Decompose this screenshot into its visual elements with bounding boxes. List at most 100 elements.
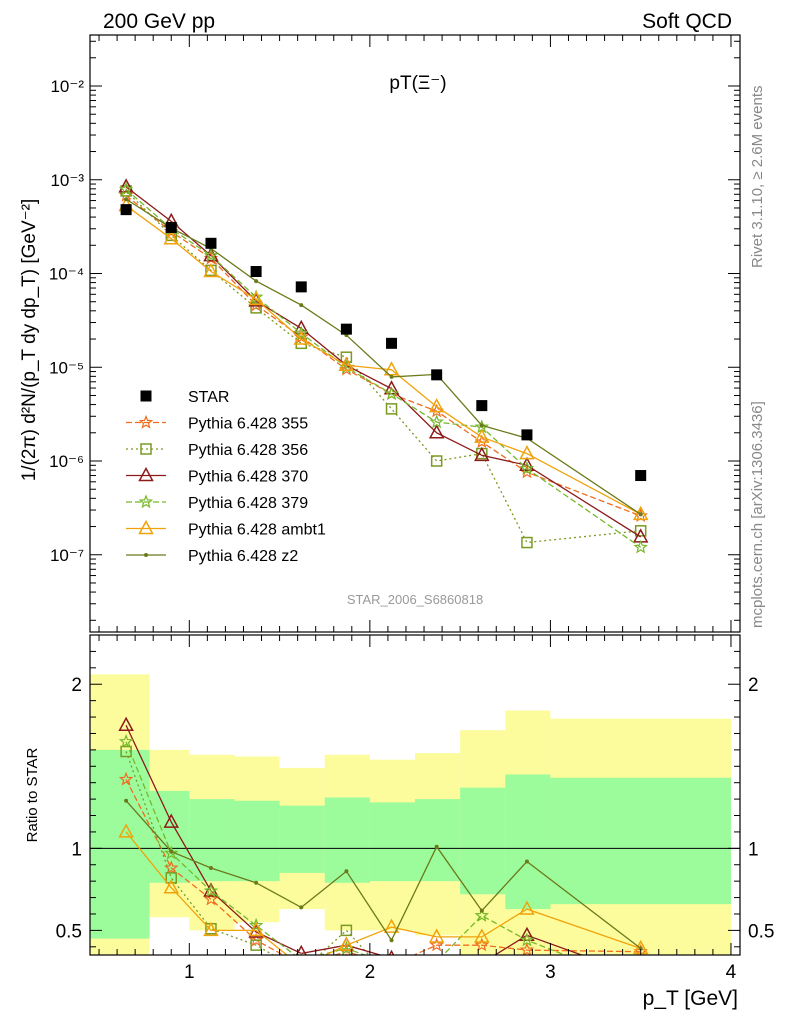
data-point <box>430 455 443 467</box>
data-point <box>428 398 445 413</box>
legend-item-pythia-6-428-356: Pythia 6.428 356 <box>126 442 308 459</box>
ratio-point <box>203 883 219 898</box>
bottom-y-tick-label: 2 <box>748 675 759 696</box>
data-point <box>250 266 262 278</box>
data-point <box>474 446 490 462</box>
ratio-point <box>248 917 264 932</box>
data-point <box>340 323 352 335</box>
data-point <box>165 221 177 233</box>
legend-item-pythia-6-428-ambt1: Pythia 6.428 ambt1 <box>126 519 326 539</box>
data-point <box>431 369 443 381</box>
data-point <box>203 247 219 262</box>
data-point <box>124 197 129 202</box>
legend-label: STAR <box>188 389 229 406</box>
top-panel-frame <box>89 34 741 633</box>
data-point <box>474 428 490 443</box>
data-point <box>118 181 134 196</box>
top-y-tick-label: 10⁻² <box>50 77 84 96</box>
legend-item-star: STAR <box>140 389 229 406</box>
ratio-point <box>165 872 177 884</box>
ratio-point <box>299 905 304 910</box>
series-line <box>125 198 642 515</box>
bottom-y-tick-label: 0.5 <box>748 921 774 942</box>
ratio-point <box>203 891 219 906</box>
bottom-y-tick-label: 1 <box>71 839 82 860</box>
data-point <box>120 204 132 216</box>
data-point <box>293 325 309 340</box>
bottom-panel-frame <box>89 634 741 956</box>
legend-marker <box>140 390 152 402</box>
top-y-axis-label: 1/(2π) d²N/(p_T dy dp_T) [GeV⁻²] <box>19 199 40 482</box>
ratio-point <box>338 936 355 951</box>
data-point <box>250 302 262 314</box>
ratio-point <box>169 849 174 854</box>
ratio-panel-marks <box>118 716 649 967</box>
ratio-point <box>429 937 444 952</box>
series-line <box>125 205 642 515</box>
ratio-point <box>388 949 395 955</box>
ratio-point <box>474 928 490 943</box>
data-point <box>384 386 399 401</box>
data-point <box>479 423 484 428</box>
ratio-point <box>344 869 349 874</box>
data-point <box>521 429 533 441</box>
data-point <box>476 400 488 412</box>
ratio-point <box>163 845 179 860</box>
x-axis-label: p_T [GeV] <box>643 987 738 1010</box>
rivet-label: Rivet 3.1.10, ≥ 2.6M events <box>749 86 766 269</box>
legend-item-pythia-6-428-379: Pythia 6.428 379 <box>126 494 308 512</box>
legend-marker <box>138 466 154 482</box>
bottom-y-tick-label: 1 <box>748 839 759 860</box>
ratio-point <box>434 844 439 849</box>
data-point <box>299 303 304 308</box>
data-point <box>163 230 180 245</box>
bottom-y-tick-label: 2 <box>71 675 82 696</box>
legend-item-pythia-6-428-z2: Pythia 6.428 z2 <box>126 548 298 565</box>
header-left-label: 200 GeV pp <box>103 10 215 33</box>
top-panel-marks <box>118 178 649 554</box>
ratio-point <box>163 879 180 894</box>
ratio-point <box>208 866 213 871</box>
bottom-y-axis-label: Ratio to STAR <box>24 747 41 842</box>
legend-label: Pythia 6.428 356 <box>188 442 308 459</box>
ratio-point <box>118 823 134 838</box>
ratio-point <box>203 882 219 897</box>
data-point <box>638 512 643 517</box>
inner-band-bin <box>460 787 506 895</box>
data-point <box>248 290 264 306</box>
series-pythia-6-428-356 <box>120 185 647 549</box>
data-point <box>632 505 649 521</box>
ratio-point <box>118 734 134 748</box>
series-star-data <box>120 204 647 482</box>
legend-label: Pythia 6.428 z2 <box>188 548 298 565</box>
legend-label: Pythia 6.428 355 <box>188 416 308 433</box>
series-line <box>125 190 641 544</box>
ratio-point <box>118 771 134 786</box>
ratio-point <box>436 953 438 955</box>
data-point <box>521 536 533 549</box>
ratio-point <box>477 957 487 967</box>
data-point <box>633 539 648 554</box>
data-point <box>474 434 490 449</box>
legend-item-pythia-6-428-355: Pythia 6.428 355 <box>126 414 308 433</box>
inner-band-bin <box>550 777 731 905</box>
inner-band-bin <box>415 799 461 882</box>
ratio-point <box>203 921 219 937</box>
data-point <box>295 281 307 293</box>
inner-band-bin <box>324 797 370 883</box>
data-point <box>519 460 535 475</box>
ratio-point <box>519 900 535 915</box>
ratio-point <box>163 813 180 828</box>
uncertainty-bands <box>90 674 731 955</box>
legend: STAR Pythia 6.428 355 Pythia 6.428 356 Pyth… <box>126 389 326 565</box>
watermark-label: STAR_2006_S6860818 <box>347 592 483 607</box>
mcplots-label: mcplots.cern.ch [arXiv:1306.3436] <box>749 401 766 628</box>
ratio-pythia-6-428-ambt1 <box>118 823 649 955</box>
data-point <box>429 414 444 429</box>
ratio-point <box>254 880 259 885</box>
legend-marker <box>144 553 148 557</box>
top-y-tick-label: 10⁻⁷ <box>50 546 84 565</box>
x-tick-label: 3 <box>545 962 556 983</box>
ratio-point <box>479 908 484 913</box>
